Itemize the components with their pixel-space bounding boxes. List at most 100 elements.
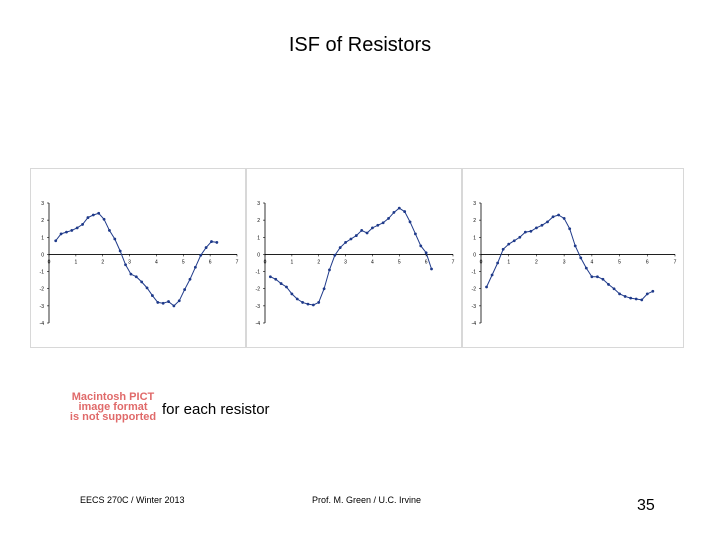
data-point: [167, 300, 170, 303]
data-point: [322, 287, 326, 291]
data-point: [193, 265, 197, 269]
y-tick-label: -3: [256, 304, 261, 310]
data-point: [551, 215, 555, 219]
data-point: [86, 216, 90, 219]
data-point: [199, 253, 203, 257]
data-point: [129, 272, 133, 276]
data-point: [523, 230, 527, 234]
x-tick-label: 7: [674, 259, 677, 265]
chart-panel-3: 3 2 1 0 -1 -2 -3 -4 0 1 2 3 4 5 6 7: [462, 168, 684, 348]
data-point: [177, 299, 181, 303]
data-point: [518, 235, 522, 239]
y-tick-label: -2: [256, 287, 261, 293]
data-point: [295, 297, 299, 301]
data-point: [156, 301, 160, 304]
y-tick-label: 3: [41, 201, 44, 207]
data-point: [183, 288, 187, 291]
x-tick-label: 1: [507, 259, 510, 265]
x-tick-label: 7: [236, 259, 239, 265]
data-point: [102, 217, 106, 221]
y-tick-label: 3: [257, 201, 260, 207]
data-point: [557, 213, 560, 217]
data-point: [562, 217, 566, 220]
data-point: [403, 210, 407, 213]
y-tick-label: 1: [41, 235, 44, 241]
page-number: 35: [637, 497, 655, 514]
data-point: [629, 296, 633, 300]
y-tick-label: 3: [473, 201, 476, 207]
data-point: [408, 220, 412, 224]
data-point: [601, 277, 605, 281]
data-point: [279, 282, 283, 285]
data-point: [540, 223, 544, 227]
y-tick-label: -1: [256, 270, 261, 276]
data-point: [59, 232, 63, 236]
series-line: [55, 212, 217, 307]
data-point: [512, 239, 516, 243]
data-point: [81, 223, 84, 226]
data-point: [140, 280, 144, 284]
data-point: [376, 223, 380, 227]
x-tick-label: 2: [101, 259, 104, 265]
data-point: [118, 249, 122, 253]
data-point: [317, 301, 321, 304]
data-point: [311, 303, 315, 307]
y-tick-label: 0: [41, 252, 44, 258]
pict-notice-text: Macintosh PICT image format is not suppo…: [69, 391, 157, 423]
data-point: [490, 273, 494, 277]
x-tick-label: 3: [344, 259, 347, 265]
data-point: [371, 226, 374, 230]
data-point: [268, 275, 272, 279]
y-tick-label: 2: [473, 218, 476, 224]
data-point: [424, 251, 428, 255]
caption: for each resistor: [162, 401, 270, 418]
y-tick-label: -4: [472, 321, 477, 327]
chart-panel-2: 3 2 1 0 -1 -2 -3 -4 0 1 2 3 4 5 6 7: [246, 168, 462, 348]
data-point: [365, 231, 369, 235]
data-point: [328, 268, 331, 272]
y-tick-label: -2: [472, 287, 477, 293]
x-tick-label: 5: [398, 259, 401, 265]
data-point: [70, 229, 74, 232]
series-line: [270, 207, 432, 306]
data-point: [124, 263, 127, 267]
x-tick-label: 6: [209, 259, 212, 265]
data-point: [301, 301, 304, 304]
data-point: [75, 226, 79, 230]
y-tick-label: -4: [256, 321, 261, 327]
data-point: [590, 275, 594, 279]
y-tick-label: -1: [40, 270, 45, 276]
y-tick-label: -2: [40, 287, 45, 293]
data-point: [529, 229, 533, 233]
data-point: [134, 275, 138, 279]
data-point: [496, 261, 500, 265]
data-point: [414, 232, 417, 236]
data-point: [204, 246, 208, 249]
data-point: [568, 227, 572, 231]
data-point: [344, 241, 347, 244]
data-point: [285, 285, 288, 289]
data-point: [91, 213, 95, 217]
x-tick-label: 7: [452, 259, 455, 265]
x-tick-label: 0: [264, 259, 267, 265]
x-tick-label: 3: [563, 259, 566, 265]
data-point: [65, 230, 68, 234]
data-point: [612, 287, 616, 291]
data-point: [651, 289, 655, 293]
chart-panel-1: 3 2 1 0 -1 -2 -3 -4 0 1 2 3 4 5 6 7: [30, 168, 246, 348]
author-footer: Prof. M. Green / U.C. Irvine: [312, 495, 422, 505]
data-point: [397, 206, 401, 210]
x-tick-label: 4: [371, 259, 374, 265]
course-footer: EECS 270C / Winter 2013: [80, 495, 185, 505]
data-point: [151, 294, 154, 297]
data-point: [290, 292, 294, 296]
data-point: [338, 246, 342, 249]
data-point: [188, 277, 192, 281]
x-tick-label: 1: [290, 259, 293, 265]
data-point: [54, 239, 58, 243]
data-point: [623, 295, 627, 298]
y-tick-label: 2: [41, 218, 44, 224]
